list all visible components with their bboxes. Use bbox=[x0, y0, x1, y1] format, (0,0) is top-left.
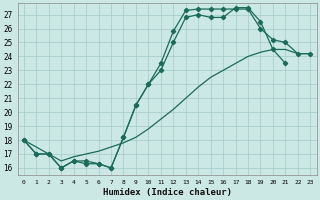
X-axis label: Humidex (Indice chaleur): Humidex (Indice chaleur) bbox=[102, 188, 232, 197]
